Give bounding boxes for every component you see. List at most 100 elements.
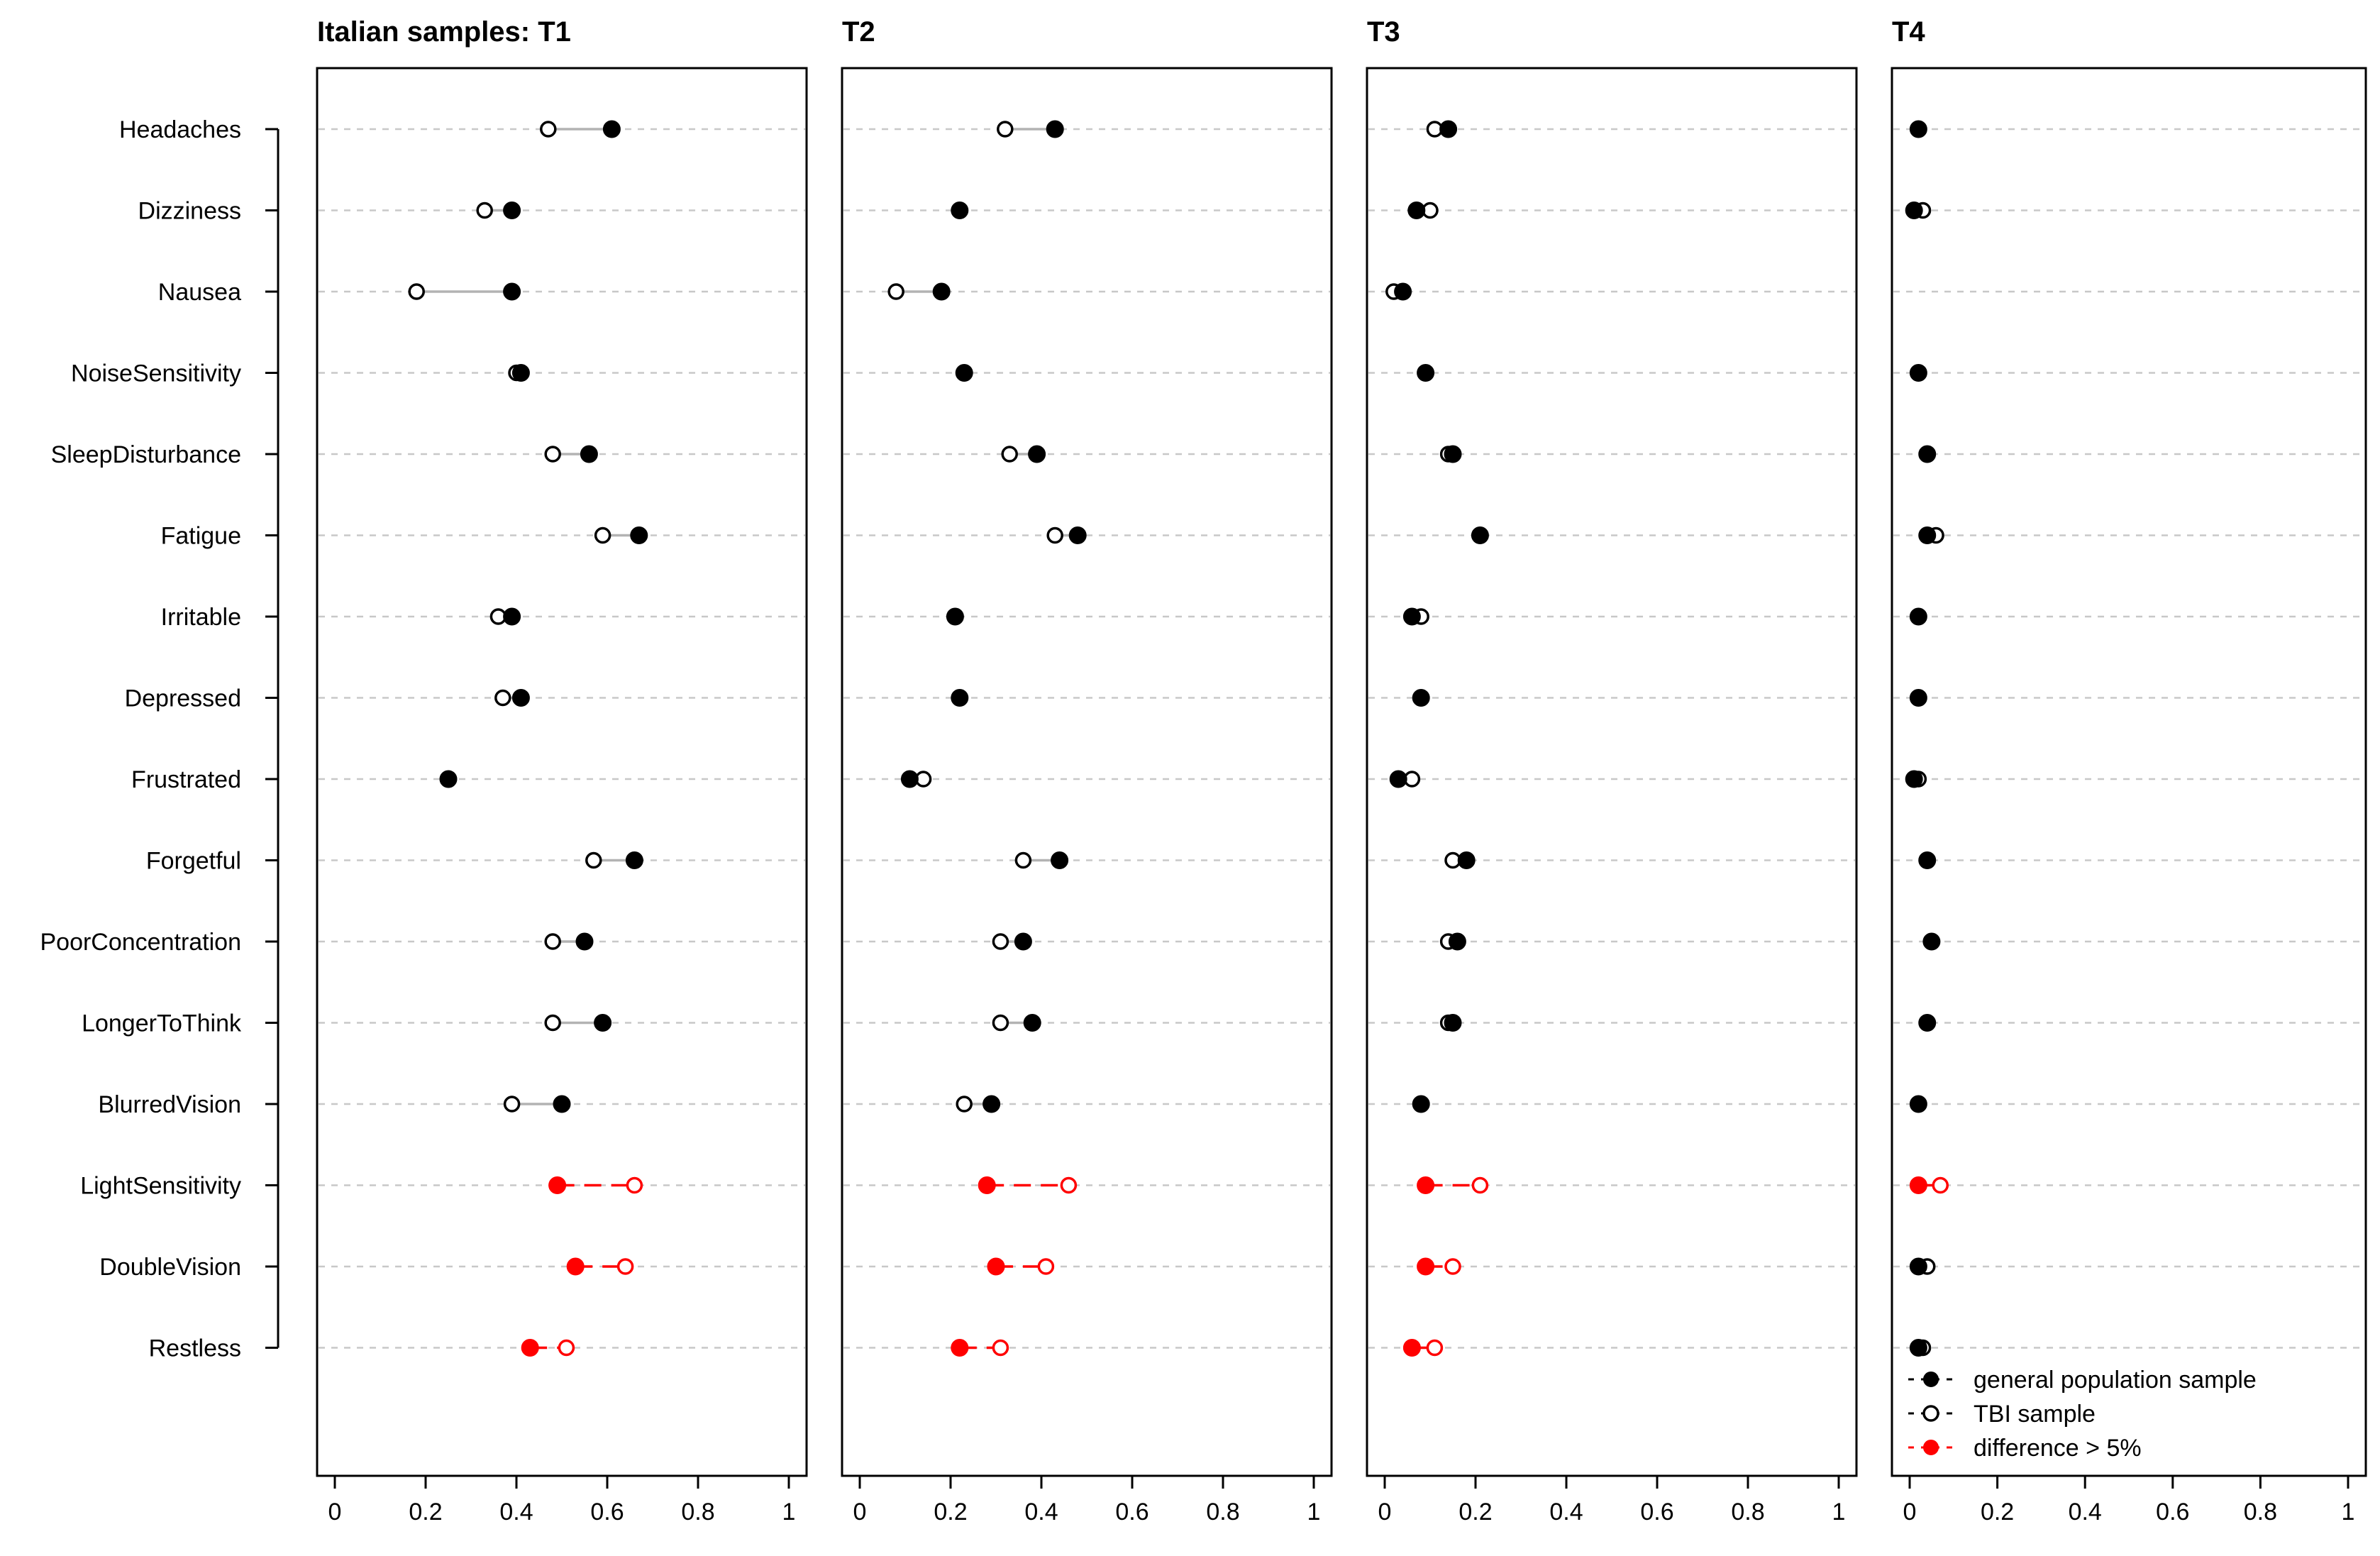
point-general-DoubleVision [987,1257,1005,1276]
point-general-Fatigue [1471,526,1489,544]
legend-marker [1923,1372,1939,1387]
x-tick-label: 0 [1903,1499,1917,1525]
y-label-PoorConcentration: PoorConcentration [40,929,241,956]
x-tick-label: 1 [782,1499,796,1525]
y-label-LightSensitivity: LightSensitivity [80,1173,241,1200]
point-general-DoubleVision [566,1257,585,1276]
x-tick-label: 1 [2342,1499,2355,1525]
y-label-SleepDisturbance: SleepDisturbance [51,441,241,468]
point-general-LightSensitivity [1909,1176,1927,1194]
panel-T3: T3 0 0.2 0.4 0.6 0.8 1 [1366,16,1858,1525]
point-tbi-Nausea [887,283,904,300]
point-tbi-PoorConcentration [992,933,1009,950]
y-label-Frustrated: Frustrated [131,766,241,793]
point-general-Depressed [1909,689,1927,707]
point-general-NoiseSensitivity [1417,364,1435,382]
point-general-Dizziness [1905,202,1923,219]
x-tick-label: 0.6 [1115,1499,1149,1525]
point-general-BlurredVision [553,1095,571,1113]
point-general-Dizziness [1407,202,1426,219]
point-general-BlurredVision [1909,1095,1927,1113]
x-tick-label: 0.6 [590,1499,624,1525]
panel-title: T4 [1892,16,1925,48]
point-general-Headaches [602,120,621,138]
point-general-Depressed [1412,689,1430,707]
panel-frame [1891,67,2367,1477]
point-general-Frustrated [900,770,919,788]
point-general-LightSensitivity [978,1176,996,1194]
point-tbi-DoubleVision [1444,1258,1461,1275]
point-general-Headaches [1909,120,1927,138]
point-tbi-SleepDisturbance [1001,446,1018,463]
point-general-Restless [1909,1339,1927,1357]
point-general-Frustrated [439,770,458,788]
x-tick-label: 0.8 [1206,1499,1239,1525]
point-tbi-SleepDisturbance [544,446,561,463]
y-label-Restless: Restless [149,1335,241,1362]
point-tbi-LongerToThink [544,1014,561,1032]
point-tbi-DoubleVision [616,1258,634,1275]
point-general-Fatigue [630,526,648,544]
y-label-NoiseSensitivity: NoiseSensitivity [71,360,241,387]
y-label-Headaches: Headaches [119,116,241,143]
x-tick-label: 0.8 [681,1499,714,1525]
legend-label: TBI sample [1974,1401,2096,1428]
x-tick-label: 1 [1307,1499,1321,1525]
point-tbi-LightSensitivity [1060,1176,1078,1194]
point-general-Headaches [1439,120,1458,138]
x-tick-label: 0.2 [409,1499,442,1525]
point-general-Fatigue [1068,526,1087,544]
point-tbi-Restless [992,1339,1009,1357]
point-general-SleepDisturbance [1028,445,1046,463]
panel-frame [316,67,808,1477]
x-tick-label: 0.2 [1981,1499,2014,1525]
point-tbi-Headaches [997,121,1014,138]
x-tick-label: 0 [853,1499,867,1525]
point-general-Forgetful [1918,851,1937,869]
y-label-Fatigue: Fatigue [161,523,241,550]
x-tick-label: 0.4 [1549,1499,1583,1525]
point-general-LongerToThink [1918,1014,1937,1032]
point-tbi-BlurredVision [503,1096,521,1113]
point-general-Nausea [503,282,521,301]
point-tbi-PoorConcentration [544,933,561,950]
point-general-SleepDisturbance [1444,445,1462,463]
point-general-Irritable [1909,607,1927,626]
x-tick-label: 0.6 [1640,1499,1673,1525]
y-label-LongerToThink: LongerToThink [82,1010,242,1037]
point-tbi-LightSensitivity [626,1176,643,1194]
point-general-BlurredVision [1412,1095,1430,1113]
point-general-Forgetful [1051,851,1069,869]
legend-label: general population sample [1974,1367,2257,1394]
point-general-Headaches [1046,120,1064,138]
point-general-Forgetful [625,851,643,869]
x-tick-label: 0 [328,1499,342,1525]
point-general-Dizziness [503,202,521,219]
point-tbi-Fatigue [594,526,611,544]
y-label-BlurredVision: BlurredVision [98,1091,241,1118]
point-general-BlurredVision [983,1095,1001,1113]
point-general-Depressed [951,689,969,707]
point-general-Frustrated [1389,770,1407,788]
x-tick-label: 0 [1378,1499,1392,1525]
point-general-DoubleVision [1909,1257,1927,1276]
y-label-Nausea: Nausea [158,279,241,306]
legend-marker [1922,1405,1939,1422]
point-tbi-Forgetful [1014,851,1032,869]
point-tbi-Restless [558,1339,575,1357]
point-general-DoubleVision [1417,1257,1435,1276]
x-tick-label: 1 [1832,1499,1846,1525]
point-general-LightSensitivity [548,1176,567,1194]
point-general-Irritable [503,607,521,626]
point-tbi-Forgetful [585,851,602,869]
x-tick-label: 0.6 [2156,1499,2189,1525]
panel-title: T3 [1367,16,1400,48]
point-general-LightSensitivity [1417,1176,1435,1194]
legend-marker [1923,1440,1939,1455]
point-general-Restless [521,1339,539,1357]
point-general-SleepDisturbance [580,445,598,463]
panel-T1: Italian samples: T1 0 0.2 0.4 0.6 0.8 1 [316,16,808,1525]
point-general-PoorConcentration [1448,932,1466,951]
